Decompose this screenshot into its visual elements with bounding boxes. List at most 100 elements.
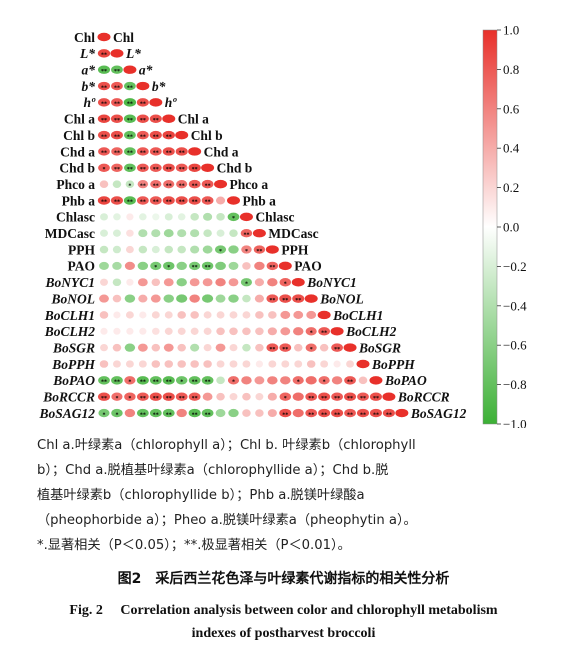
correlation-cell [113,311,121,319]
correlation-ellipse [255,360,264,368]
correlation-ellipse [111,147,123,156]
significance-mark: * [180,380,183,386]
correlation-ellipse [150,261,162,271]
significance-mark: * [103,412,106,418]
correlation-cell [177,245,186,254]
correlation-cell [163,343,174,352]
diagonal-label: BoCLH2 [345,324,397,339]
correlation-cell [293,310,304,319]
correlation-cell: ** [188,196,201,206]
correlation-ellipse [164,360,174,368]
correlation-cell [164,360,174,368]
correlation-ellipse [97,32,111,42]
correlation-ellipse [151,311,160,319]
row-label: L* [79,46,95,61]
correlation-ellipse [97,49,111,58]
correlation-ellipse [163,278,174,287]
correlation-ellipse [228,278,239,287]
correlation-cell [202,392,213,401]
correlation-cell [305,376,317,385]
correlation-ellipse [125,311,134,319]
correlation-ellipse [318,376,330,385]
significance-mark: ** [127,118,133,124]
correlation-ellipse [305,392,318,401]
correlation-cell: * [305,343,317,353]
correlation-cell: ** [201,196,214,206]
correlation-cell [152,327,160,335]
correlation-cell [99,311,109,319]
correlation-cell [229,229,238,238]
significance-mark: ** [179,151,185,157]
correlation-ellipse [100,278,108,286]
correlation-ellipse [113,360,121,368]
correlation-ellipse [111,163,123,172]
correlation-cell [267,409,277,417]
correlation-cell: ** [175,196,188,206]
correlation-ellipse [190,327,199,335]
correlation-ellipse [203,212,213,221]
correlation-ellipse [175,196,188,205]
correlation-cell: ** [369,408,382,418]
significance-mark: ** [114,85,120,91]
correlation-ellipse [189,278,200,287]
figure-caption-chinese: 图2 采后西兰花色泽与叶绿素代谢指标的相关性分析 [117,571,450,587]
diagonal-label: PPH [281,242,308,257]
correlation-ellipse [175,130,189,140]
correlation-cell [124,343,136,352]
correlation-cell [137,261,149,271]
significance-mark: ** [192,412,198,418]
correlation-ellipse [138,229,148,238]
correlation-cell: * [125,180,135,189]
correlation-cell: ** [266,343,279,353]
significance-mark: ** [140,380,146,386]
significance-mark: ** [282,347,288,353]
correlation-ellipse [215,245,227,254]
correlation-ellipse [136,130,149,140]
correlation-ellipse [164,327,173,335]
significance-mark: ** [153,118,159,124]
correlation-cell: ** [97,114,111,124]
significance-mark: ** [321,412,327,418]
correlation-cell [177,311,186,319]
correlation-ellipse [190,245,200,254]
correlation-ellipse [369,408,382,418]
row-label: BoPAO [52,373,95,388]
correlation-ellipse [331,376,343,385]
correlation-cell [252,228,266,238]
correlation-ellipse [266,261,279,271]
correlation-cell: ** [123,98,137,108]
correlation-ellipse [110,49,124,58]
color-scale-tick-label: −1.0 [503,417,527,429]
significance-mark: ** [153,167,159,173]
significance-mark: ** [101,380,107,386]
correlation-ellipse [136,196,149,205]
correlation-cell [267,327,277,336]
correlation-ellipse [216,392,225,401]
correlation-ellipse [124,81,136,91]
correlation-ellipse [267,327,277,336]
notes-line-3: 植基叶绿素b（chlorophyllide b）；Phb a.脱镁叶绿酸a [37,488,365,503]
row-label: BoCLH1 [44,308,95,323]
correlation-ellipse [279,408,292,418]
significance-mark: ** [114,134,120,140]
significance-mark: ** [114,69,120,75]
correlation-cell [215,278,226,287]
diagonal-label: Phb a [243,193,277,208]
correlation-cell [369,376,383,385]
correlation-cell: * [279,392,291,402]
correlation-cell [151,343,161,352]
correlation-ellipse [229,360,238,368]
correlation-cell [138,360,147,368]
correlation-ellipse [126,327,134,335]
correlation-cell: ** [176,179,188,189]
notes-line-1: Chl a.叶绿素a（chlorophyll a）；Chl b. 叶绿素b（ch… [37,438,416,453]
correlation-cell: ** [97,130,111,140]
correlation-ellipse [163,294,174,303]
significance-mark: ** [269,298,275,304]
correlation-cell [216,376,225,385]
correlation-cell: ** [111,163,123,173]
correlation-ellipse [292,376,304,385]
correlation-ellipse [136,163,149,173]
correlation-ellipse [294,360,303,368]
row-label: hº [83,95,96,110]
